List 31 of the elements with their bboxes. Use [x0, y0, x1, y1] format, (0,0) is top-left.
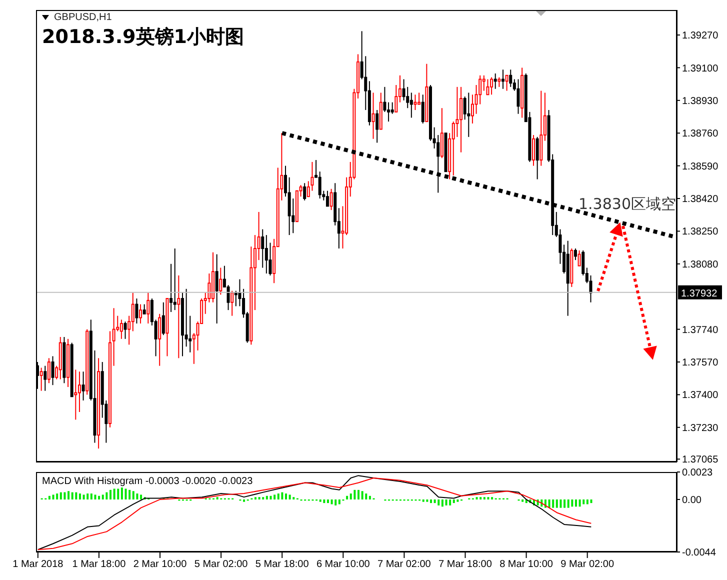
- y-tick-label: 1.39270: [682, 30, 719, 42]
- chart-subtitle: GBPUSD,H1: [54, 12, 112, 23]
- x-tick-label: 6 Mar 10:00: [316, 559, 370, 570]
- x-tick-label: 1 Mar 18:00: [72, 559, 126, 570]
- y-tick-label: 1.38420: [682, 194, 719, 206]
- y-tick-label: 1.39100: [682, 63, 719, 74]
- x-tick-label: 5 Mar 18:00: [255, 559, 310, 570]
- y-tick-label: 0.00: [682, 495, 702, 506]
- x-tick-label: 2 Mar 10:00: [133, 559, 188, 570]
- annotation: 1.3830区域空: [578, 195, 676, 214]
- y-tick-label: -0.0044: [682, 548, 716, 559]
- x-tick-label: 8 Mar 10:00: [500, 559, 554, 570]
- y-tick-label: 1.38080: [682, 259, 719, 270]
- y-tick-label: 0.0023: [682, 468, 714, 479]
- ref-line-label: 1.37932: [681, 288, 718, 300]
- y-tick-label: 1.38930: [682, 96, 719, 107]
- y-tick-label: 1.37400: [682, 390, 719, 402]
- y-tick-label: 1.38250: [682, 226, 719, 238]
- y-tick-label: 1.38590: [682, 161, 719, 172]
- y-tick-label: 1.37065: [682, 454, 719, 466]
- chart-title: MACD With Histogram -0.0003 -0.0020 -0.0023: [42, 476, 253, 487]
- y-tick-label: 1.37570: [682, 358, 719, 369]
- y-tick-label: 1.38760: [682, 128, 719, 140]
- x-tick-label: 9 Mar 02:00: [560, 559, 614, 570]
- text: 2018.3.9英镑1小时图: [42, 25, 244, 50]
- x-tick-label: 7 Mar 02:00: [378, 559, 432, 570]
- x-tick-label: 1 Mar 2018: [12, 559, 64, 570]
- y-tick-label: 1.37230: [682, 422, 719, 434]
- y-tick-label: 1.37740: [682, 324, 719, 336]
- x-tick-label: 7 Mar 18:00: [438, 559, 492, 570]
- x-tick-label: 5 Mar 02:00: [194, 559, 248, 570]
